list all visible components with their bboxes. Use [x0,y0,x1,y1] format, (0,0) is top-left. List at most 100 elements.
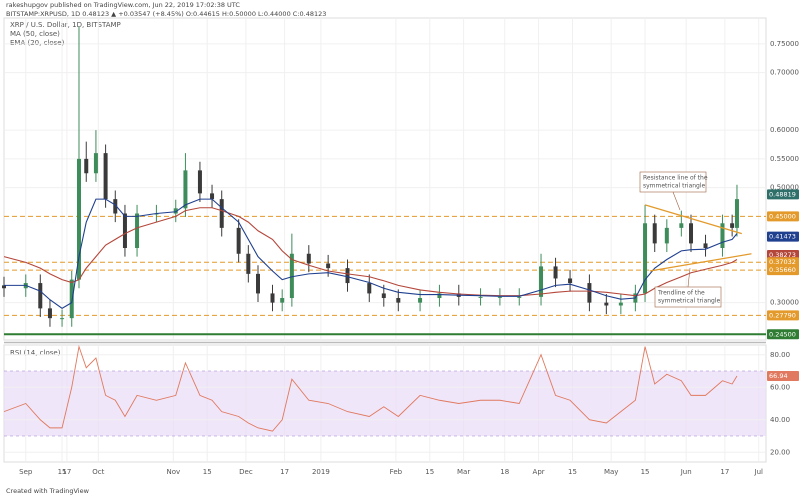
legend-entry: EMA (20, close) [10,39,65,47]
y-tick-label: 0.55000 [770,155,799,163]
candle-body [38,283,43,309]
trendline [649,253,752,272]
candle-body [381,293,386,299]
candle-body [2,285,6,289]
candle-body [270,293,275,303]
price-tag-label: 0.48819 [769,190,796,198]
candle-body [664,227,669,244]
candle-body [720,223,725,248]
y-tick-label: 0.70000 [770,69,799,77]
y-tick-label: 0.50000 [770,184,799,192]
candle-body [289,253,294,299]
candle-body [326,263,331,269]
price-tag [767,265,799,276]
candle-body [539,266,544,297]
price-tag-label: 0.41473 [769,233,796,241]
y-tick-label: 20.00 [770,448,790,456]
x-tick-label: Oct [92,468,104,476]
x-tick-label: Apr [533,468,545,476]
price-tag [767,257,799,268]
candle-body [47,308,52,319]
price-tag [767,370,799,381]
x-tick-label: Dec [239,468,253,476]
candle-body [113,199,118,214]
candle-body [246,253,251,274]
candle-body [553,266,558,279]
candle-body [173,208,178,214]
candle-body [183,170,188,209]
chart-title: XRP / U.S. Dollar, 1D, BITSTAMP [10,21,121,29]
legend-entry: MA (50, close) [10,30,60,38]
x-tick-label: 15 [568,468,577,476]
candle-body [345,268,350,284]
candle-body [135,213,140,248]
candle-body [210,193,215,200]
price-tag [767,231,799,242]
candle-body [219,199,224,228]
candle-body [306,253,311,264]
candle-body [734,199,739,228]
candle-body [60,318,65,320]
x-tick-label: Jul [754,468,764,476]
y-tick-label: 0.60000 [770,126,799,134]
candle-body [618,302,623,306]
price-tag [767,189,799,200]
price-tag [767,211,799,222]
candle-body [236,227,241,254]
x-tick-label: 15 [425,468,434,476]
x-tick-label: Jun [680,468,692,476]
candle-body [122,213,127,248]
annotation-pointer [687,267,691,288]
price-tag [767,310,799,321]
header-line: BITSTAMP:XRPUSD, 1D 0.48123 ▲ +0.03547 (… [6,10,326,18]
candle-body [604,302,609,306]
x-tick-label: 2019 [312,468,330,476]
candle-body [396,298,401,303]
candle-body [69,279,74,319]
price-tag-label: 0.35660 [769,266,796,274]
price-tag-label: 0.24500 [769,330,796,338]
header-line: rakeshupgov published on TradingView.com… [6,1,240,9]
x-tick-label: Nov [166,468,180,476]
y-tick-label: 0.30000 [770,299,799,307]
x-tick-label: 17 [62,468,71,476]
candle-body [517,296,522,298]
candle-body [367,283,372,294]
candle-body [256,273,260,294]
annotation-text: Trendline of the [657,290,705,297]
price-tag-label: 0.37032 [769,258,796,266]
footer: Created with TradingView [6,487,90,495]
candle-body [76,158,81,280]
y-tick-label: 80.00 [770,351,790,359]
x-tick-label: 15 [641,468,650,476]
y-tick-label: 60.00 [770,383,790,391]
candle-body [703,243,708,248]
x-tick-label: 18 [500,468,509,476]
price-tag-label: 0.45000 [769,212,796,220]
x-tick-label: 17 [720,468,729,476]
rsi-band [4,371,766,436]
candle-body [437,293,442,299]
indicator-line [4,198,738,310]
candle-body [280,298,285,303]
candle-body [497,296,502,298]
y-tick-label: 0.75000 [770,40,799,48]
rsi-line [3,344,738,432]
annotation-text: symmetrical triangle [643,183,706,190]
candle-body [568,278,573,284]
candle-body [197,170,202,194]
price-tag-label: 66.94 [769,372,788,380]
annotation-text: symmetrical triangle [658,298,721,305]
rsi-label: RSI (14, close) [10,349,61,357]
price-tag [767,329,799,340]
trendline [644,204,742,235]
candle-body [103,153,108,200]
candle-body [679,223,684,228]
x-tick-label: 17 [280,468,289,476]
candle-body [93,153,98,174]
candle-body [643,223,648,294]
x-tick-label: May [604,468,618,476]
candle-body [587,283,592,303]
x-tick-label: Feb [390,468,403,476]
